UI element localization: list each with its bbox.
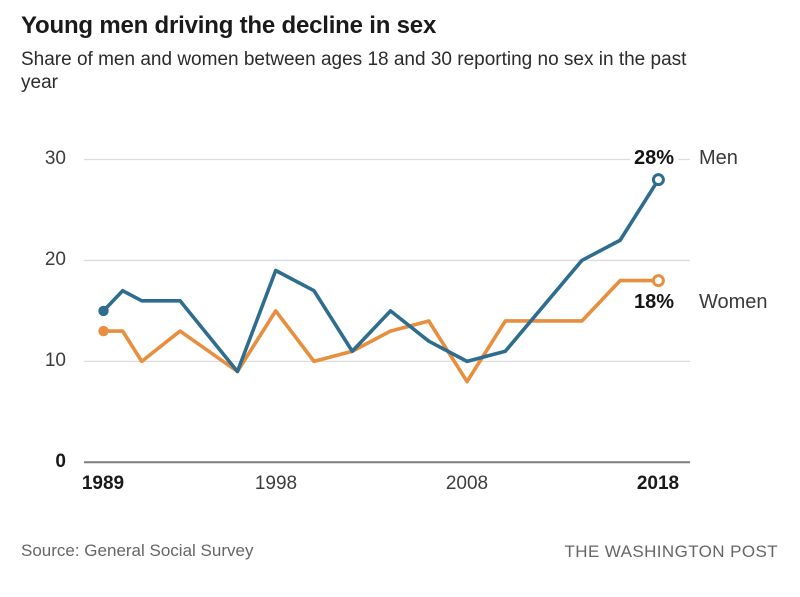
x-axis-tick-label-1989: 1989	[81, 473, 125, 494]
y-axis-tick-label-0: 0	[55, 451, 66, 472]
men-end-circle	[651, 173, 665, 187]
chart-subtitle: Share of men and women between ages 18 a…	[21, 49, 687, 93]
men-series-name-label: Men	[699, 147, 738, 169]
men-start-dot	[98, 305, 109, 317]
men-series-value-label: 28%	[629, 147, 678, 169]
women-start-dot	[98, 325, 109, 337]
women-series-value-label: 18%	[629, 291, 678, 313]
y-axis-tick-label-30: 30	[44, 148, 66, 169]
source-credit: Source: General Social Survey	[21, 541, 254, 560]
y-axis-tick-label-10: 10	[44, 350, 66, 371]
y-axis-tick-label-20: 20	[44, 249, 66, 270]
x-axis-tick-label-2018: 2018	[636, 473, 680, 494]
men-line	[101, 177, 661, 374]
chart-title: Young men driving the decline in sex	[21, 12, 437, 39]
publisher-wordmark: THE WASHINGTON POST	[564, 542, 778, 561]
women-series-name-label: Women	[699, 291, 768, 313]
women-line	[101, 278, 661, 384]
x-axis-tick-label-2008: 2008	[445, 473, 489, 494]
women-end-circle	[651, 274, 665, 288]
x-axis-tick-label-1998: 1998	[254, 473, 298, 494]
